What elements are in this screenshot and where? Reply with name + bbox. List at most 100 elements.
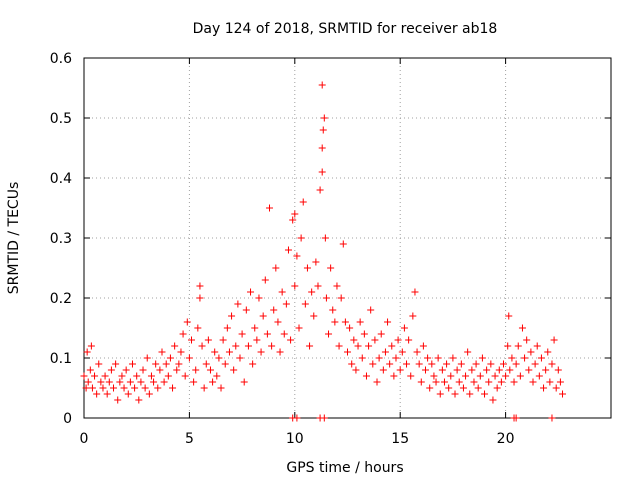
y-tick-label: 0.4 xyxy=(50,171,72,187)
y-axis-label: SRMTID / TECUs xyxy=(6,182,22,295)
data-point xyxy=(466,390,474,398)
x-tick-label: 10 xyxy=(286,431,304,447)
data-point xyxy=(384,318,392,326)
data-point xyxy=(150,378,158,386)
data-point xyxy=(232,342,240,350)
data-point xyxy=(171,342,179,350)
data-point xyxy=(141,384,149,392)
data-point xyxy=(430,372,438,380)
data-point xyxy=(335,342,343,350)
data-point xyxy=(190,378,198,386)
data-point xyxy=(272,264,280,272)
data-point xyxy=(483,366,491,374)
data-point xyxy=(175,360,183,368)
data-point xyxy=(535,372,543,380)
data-point xyxy=(177,348,185,356)
data-point xyxy=(453,366,461,374)
data-point xyxy=(247,288,255,296)
data-point xyxy=(211,348,219,356)
data-point xyxy=(451,390,459,398)
data-point xyxy=(196,294,204,302)
y-tick-label: 0 xyxy=(63,411,72,427)
data-point xyxy=(99,384,107,392)
data-point xyxy=(185,354,193,362)
data-point xyxy=(413,348,421,356)
data-point xyxy=(464,348,472,356)
data-point xyxy=(411,288,419,296)
data-point xyxy=(213,372,221,380)
data-point xyxy=(405,336,413,344)
data-point xyxy=(531,360,539,368)
data-point xyxy=(400,324,408,332)
data-point xyxy=(409,312,417,320)
data-point xyxy=(217,384,225,392)
data-point xyxy=(341,318,349,326)
data-point xyxy=(192,366,200,374)
data-point xyxy=(110,384,118,392)
data-point xyxy=(306,342,314,350)
data-point xyxy=(91,372,99,380)
data-point xyxy=(137,378,145,386)
data-point xyxy=(542,366,550,374)
data-point xyxy=(358,354,366,362)
data-point xyxy=(337,294,345,302)
data-point xyxy=(188,336,196,344)
data-point xyxy=(428,360,436,368)
data-point xyxy=(390,372,398,380)
data-point xyxy=(293,252,301,260)
data-point xyxy=(209,378,217,386)
data-point xyxy=(116,378,124,386)
data-point xyxy=(318,144,326,152)
data-point xyxy=(169,384,177,392)
data-point xyxy=(135,396,143,404)
data-point xyxy=(242,306,250,314)
data-point xyxy=(544,348,552,356)
data-point xyxy=(181,372,189,380)
data-point xyxy=(516,372,524,380)
y-tick-label: 0.2 xyxy=(50,291,72,307)
data-point xyxy=(447,372,455,380)
y-tick-label: 0.6 xyxy=(50,51,72,67)
data-point xyxy=(331,318,339,326)
data-point xyxy=(160,378,168,386)
data-point xyxy=(445,384,453,392)
data-point xyxy=(394,336,402,344)
data-point xyxy=(529,378,537,386)
data-point xyxy=(546,378,554,386)
data-point xyxy=(88,384,96,392)
data-point xyxy=(499,360,507,368)
data-point xyxy=(289,216,297,224)
data-point xyxy=(373,378,381,386)
x-tick-label: 20 xyxy=(497,431,515,447)
data-point xyxy=(388,342,396,350)
data-point xyxy=(154,384,162,392)
data-point xyxy=(512,414,520,422)
data-point xyxy=(512,360,520,368)
x-tick-label: 0 xyxy=(80,431,89,447)
data-point xyxy=(470,378,478,386)
data-point xyxy=(403,360,411,368)
data-point xyxy=(215,354,223,362)
data-point xyxy=(554,366,562,374)
data-point xyxy=(234,300,242,308)
data-point xyxy=(80,372,88,380)
data-point xyxy=(438,366,446,374)
data-point xyxy=(266,204,274,212)
data-point xyxy=(497,378,505,386)
data-point xyxy=(128,360,136,368)
data-point xyxy=(270,306,278,314)
data-point xyxy=(375,354,383,362)
data-point xyxy=(346,324,354,332)
data-point xyxy=(83,348,91,356)
data-point xyxy=(356,318,364,326)
data-point xyxy=(474,384,482,392)
data-point xyxy=(158,348,166,356)
data-point xyxy=(263,330,271,338)
data-point xyxy=(521,354,529,362)
data-point xyxy=(457,360,465,368)
data-point xyxy=(320,414,328,422)
data-point xyxy=(426,384,434,392)
data-point xyxy=(476,372,484,380)
data-point xyxy=(508,354,516,362)
data-point xyxy=(295,324,303,332)
